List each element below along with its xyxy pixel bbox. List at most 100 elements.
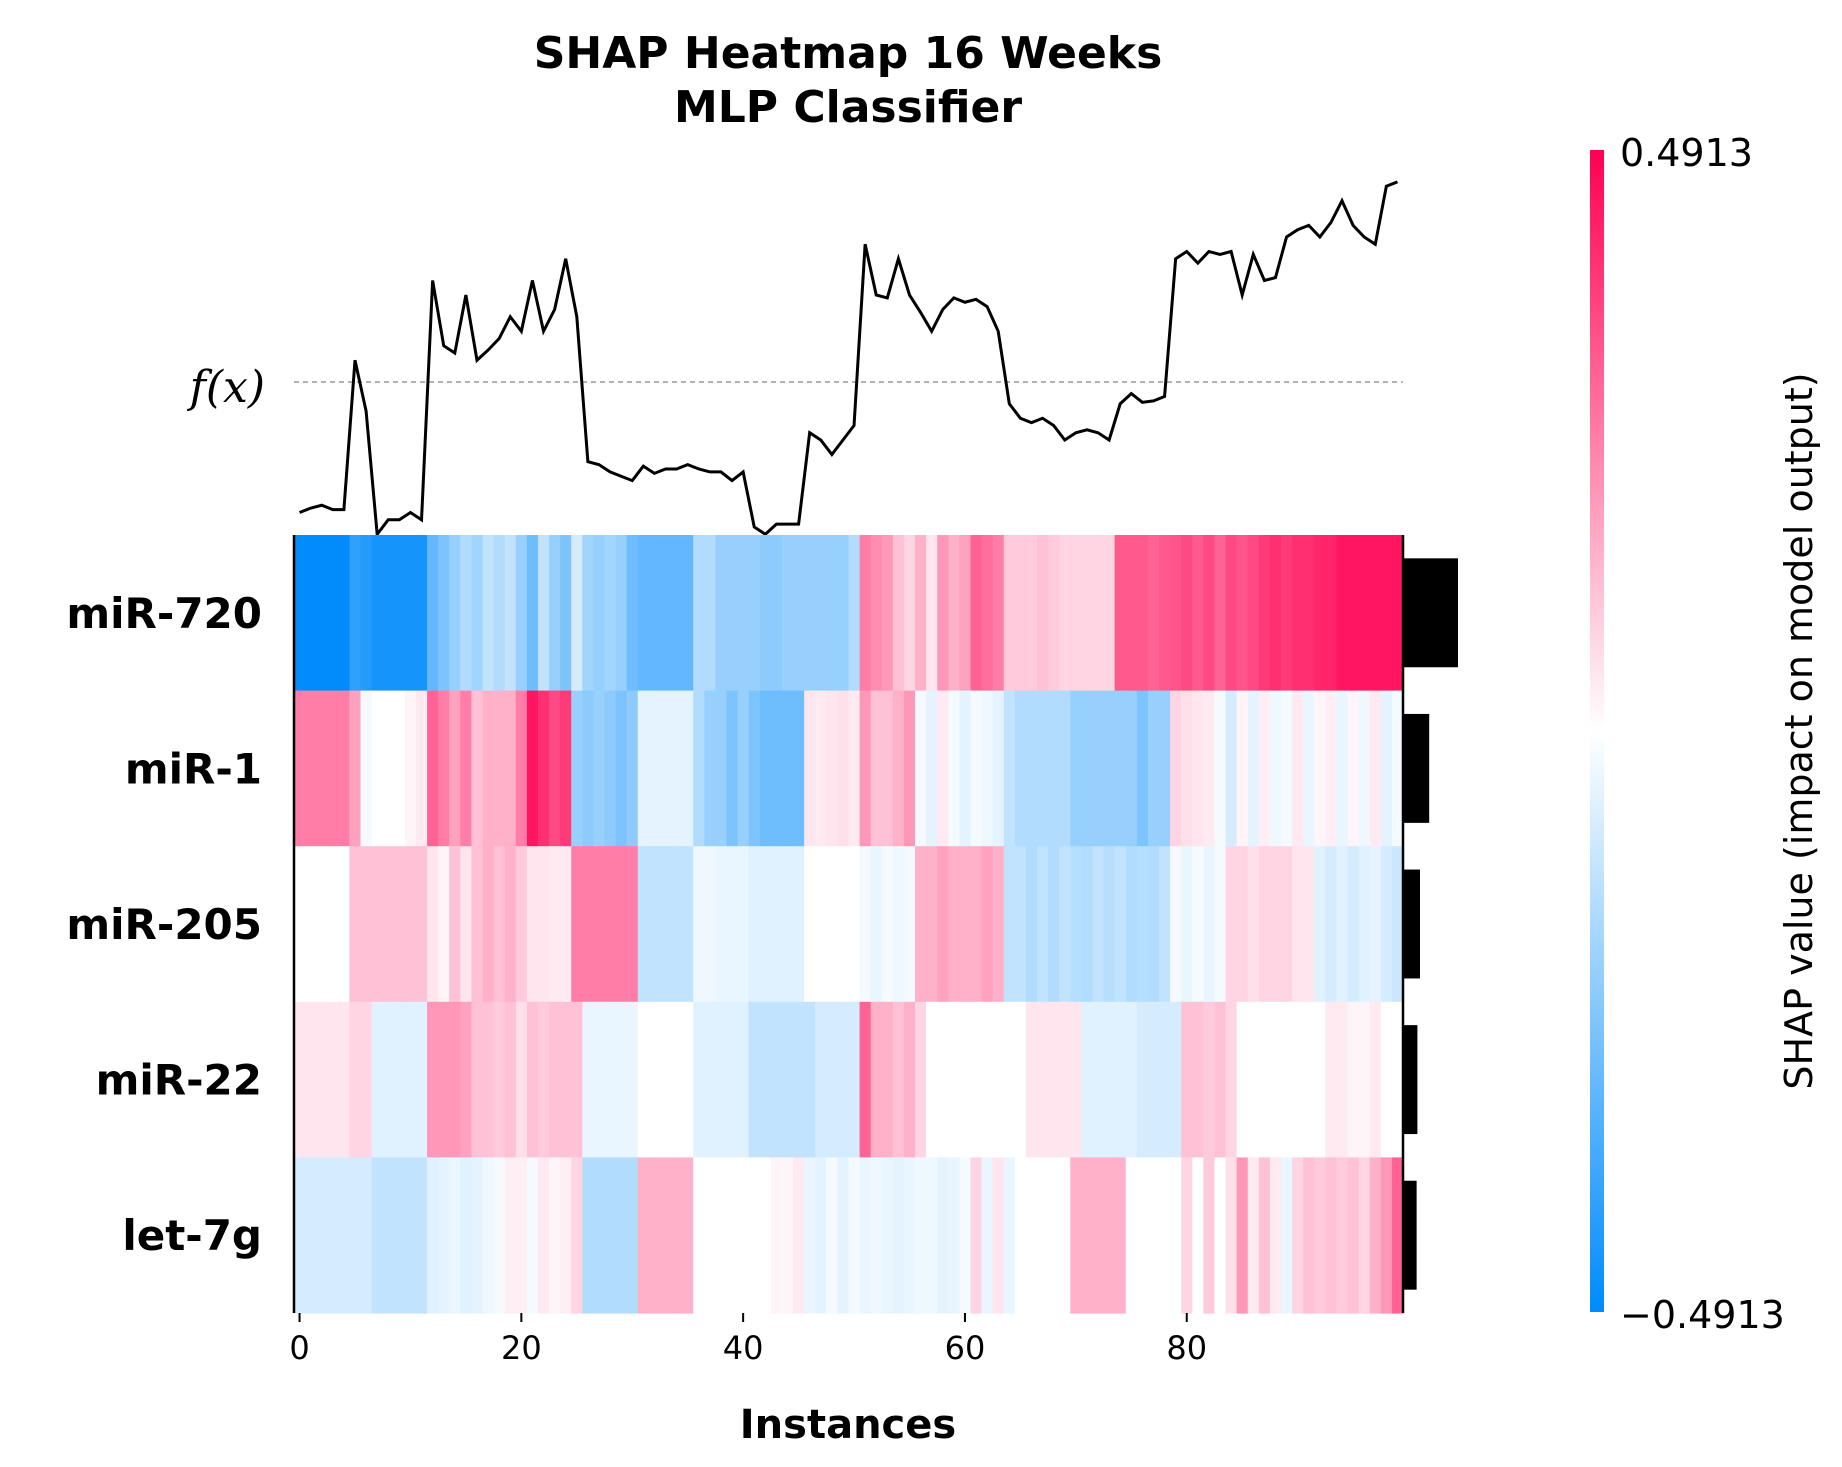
heatmap-cell	[892, 690, 905, 847]
heatmap-cell	[294, 846, 306, 1003]
heatmap-cell	[637, 535, 650, 692]
heatmap-cell	[1181, 535, 1193, 692]
heatmap-cell	[870, 1157, 883, 1314]
heatmap-cell	[959, 1157, 972, 1314]
heatmap-cell	[316, 1001, 328, 1158]
heatmap-cell	[1114, 535, 1127, 692]
heatmap-cell	[737, 690, 750, 847]
heatmap-cell	[1214, 846, 1227, 1003]
heatmap-cell	[704, 690, 717, 847]
heatmap-cell	[615, 690, 628, 847]
heatmap-cell	[648, 690, 661, 847]
heatmap-cell	[571, 535, 583, 692]
heatmap-cell	[892, 1157, 905, 1314]
heatmap-cell	[1347, 690, 1360, 847]
heatmap-cell	[759, 535, 772, 692]
heatmap-cell	[715, 535, 728, 692]
heatmap-cell	[1192, 535, 1204, 692]
heatmap-cell	[937, 1001, 949, 1158]
feature-label: miR-205	[66, 900, 262, 949]
heatmap-cell	[1125, 1157, 1138, 1314]
heatmap-cell	[360, 1157, 373, 1314]
heatmap-cell	[626, 690, 639, 847]
heatmap-cell	[626, 1157, 639, 1314]
heatmap-cell	[1281, 1157, 1293, 1314]
heatmap-cell	[1070, 690, 1082, 847]
heatmap-cell	[415, 690, 428, 847]
heatmap-cell	[715, 846, 728, 1003]
heatmap-cell	[1391, 690, 1404, 847]
heatmap-cell	[493, 846, 506, 1003]
heatmap-cell	[659, 846, 672, 1003]
heatmap-cell	[637, 690, 650, 847]
heatmap-cell	[1014, 846, 1027, 1003]
heatmap-cell	[1170, 846, 1182, 1003]
heatmap-cell	[1292, 690, 1304, 847]
heatmap-cell	[1258, 846, 1271, 1003]
heatmap-cell	[1358, 690, 1371, 847]
heatmap-cell	[1258, 1001, 1271, 1158]
heatmap-cell	[549, 690, 561, 847]
colorbar: 0.4913 −0.4913 SHAP value (impact on mod…	[1590, 131, 1821, 1337]
heatmap-cell	[1391, 846, 1404, 1003]
heatmap-cell	[1048, 1157, 1060, 1314]
heatmap-cell	[327, 535, 339, 692]
heatmap-cell	[1203, 1157, 1216, 1314]
heatmap-cells	[294, 535, 1404, 1314]
heatmap-cell	[1048, 846, 1060, 1003]
heatmap-cell	[1391, 1001, 1404, 1158]
heatmap-cell	[537, 846, 550, 1003]
chart-title-line-2: MLP Classifier	[674, 82, 1022, 133]
heatmap-cell	[360, 535, 373, 692]
heatmap-cell	[1136, 1157, 1149, 1314]
heatmap-cell	[526, 535, 539, 692]
heatmap-cell	[1391, 535, 1404, 692]
heatmap-cell	[1380, 1001, 1393, 1158]
heatmap-cell	[1258, 535, 1271, 692]
heatmap-cell	[349, 1001, 362, 1158]
heatmap-cell	[1014, 1001, 1027, 1158]
heatmap-cell	[338, 1001, 351, 1158]
heatmap-cell	[1103, 535, 1116, 692]
heatmap-cell	[926, 535, 938, 692]
heatmap-cell	[1203, 690, 1216, 847]
heatmap-cell	[671, 1157, 683, 1314]
heatmap-cell	[526, 1001, 539, 1158]
heatmap-cell	[1214, 1157, 1227, 1314]
heatmap-cell	[1225, 1001, 1238, 1158]
heatmap-cell	[981, 1001, 994, 1158]
heatmap-cell	[926, 846, 938, 1003]
heatmap-cell	[504, 846, 517, 1003]
heatmap-cell	[659, 690, 672, 847]
heatmap-cell	[693, 535, 705, 692]
heatmap-cell	[1269, 690, 1282, 847]
heatmap-cell	[1380, 535, 1393, 692]
heatmap-cell	[937, 846, 949, 1003]
heatmap-cell	[1347, 1157, 1360, 1314]
heatmap-cell	[737, 846, 750, 1003]
heatmap-cell	[460, 846, 473, 1003]
heatmap-cell	[826, 535, 839, 692]
heatmap-cell	[770, 1001, 783, 1158]
heatmap-cell	[316, 690, 328, 847]
heatmap-cell	[371, 1157, 384, 1314]
heatmap-cell	[415, 1157, 428, 1314]
heatmap-cell	[1269, 1157, 1282, 1314]
heatmap-cell	[837, 1001, 850, 1158]
heatmap-cell	[1114, 690, 1127, 847]
heatmap-cell	[1358, 1001, 1371, 1158]
heatmap-cell	[493, 690, 506, 847]
heatmap-cell	[1325, 690, 1338, 847]
heatmap-cell	[748, 690, 761, 847]
heatmap-cell	[1269, 1001, 1282, 1158]
heatmap-cell	[1159, 1001, 1171, 1158]
heatmap-cell	[582, 690, 595, 847]
heatmap-cell	[1103, 1001, 1116, 1158]
fx-panel: f(x)	[187, 180, 1403, 539]
heatmap-cell	[693, 846, 705, 1003]
heatmap-cell	[427, 1001, 439, 1158]
heatmap-cell	[1125, 690, 1138, 847]
heatmap-cell	[316, 535, 328, 692]
heatmap-cell	[305, 690, 317, 847]
heatmap-cell	[1314, 535, 1326, 692]
